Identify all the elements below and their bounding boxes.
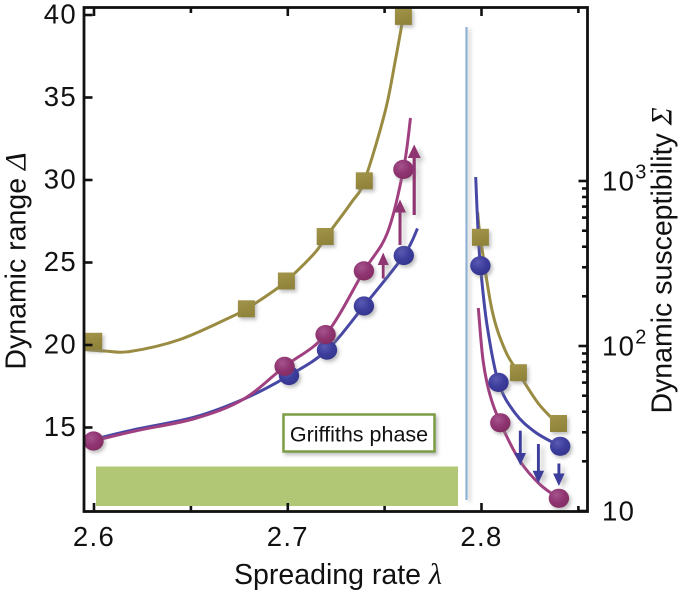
svg-text:30: 30 (44, 164, 77, 195)
svg-text:Dynamic range Δ: Dynamic range Δ (0, 152, 33, 369)
svg-text:20: 20 (44, 329, 77, 360)
svg-text:25: 25 (44, 246, 77, 277)
svg-text:2.7: 2.7 (267, 521, 309, 552)
svg-text:Dynamic susceptibility Σ: Dynamic susceptibility Σ (646, 107, 679, 413)
svg-text:10: 10 (602, 496, 635, 527)
svg-text:2.8: 2.8 (460, 521, 502, 552)
svg-text:Spreading rate λ: Spreading rate λ (234, 558, 442, 591)
svg-text:35: 35 (44, 81, 77, 112)
svg-text:15: 15 (44, 411, 77, 442)
svg-text:40: 40 (44, 0, 77, 30)
svg-text:Griffiths phase: Griffiths phase (290, 423, 428, 447)
svg-text:2.6: 2.6 (73, 521, 115, 552)
